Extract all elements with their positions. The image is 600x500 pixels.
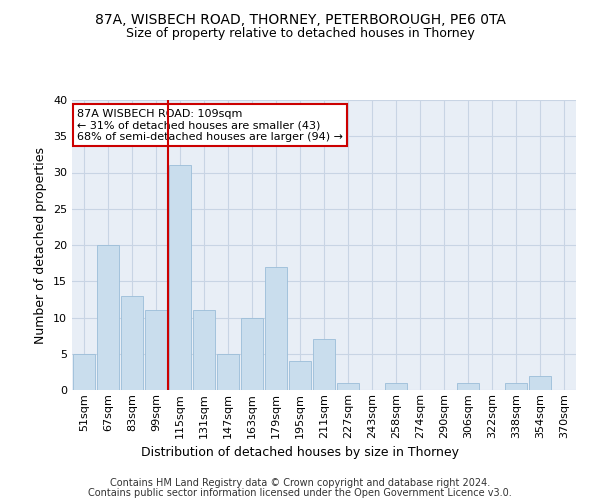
Bar	[505, 383, 527, 390]
Text: Contains HM Land Registry data © Crown copyright and database right 2024.: Contains HM Land Registry data © Crown c…	[110, 478, 490, 488]
Bar	[313, 339, 335, 390]
Bar	[145, 310, 167, 390]
Bar	[385, 383, 407, 390]
Bar	[169, 165, 191, 390]
Bar	[217, 354, 239, 390]
Text: 87A WISBECH ROAD: 109sqm
← 31% of detached houses are smaller (43)
68% of semi-d: 87A WISBECH ROAD: 109sqm ← 31% of detach…	[77, 108, 343, 142]
Text: Contains public sector information licensed under the Open Government Licence v3: Contains public sector information licen…	[88, 488, 512, 498]
Text: Distribution of detached houses by size in Thorney: Distribution of detached houses by size …	[141, 446, 459, 459]
Bar	[529, 376, 551, 390]
Bar	[337, 383, 359, 390]
Bar	[289, 361, 311, 390]
Text: Size of property relative to detached houses in Thorney: Size of property relative to detached ho…	[125, 28, 475, 40]
Bar	[265, 267, 287, 390]
Bar	[241, 318, 263, 390]
Y-axis label: Number of detached properties: Number of detached properties	[34, 146, 47, 344]
Text: 87A, WISBECH ROAD, THORNEY, PETERBOROUGH, PE6 0TA: 87A, WISBECH ROAD, THORNEY, PETERBOROUGH…	[95, 12, 505, 26]
Bar	[97, 245, 119, 390]
Bar	[73, 354, 95, 390]
Bar	[193, 310, 215, 390]
Bar	[121, 296, 143, 390]
Bar	[457, 383, 479, 390]
